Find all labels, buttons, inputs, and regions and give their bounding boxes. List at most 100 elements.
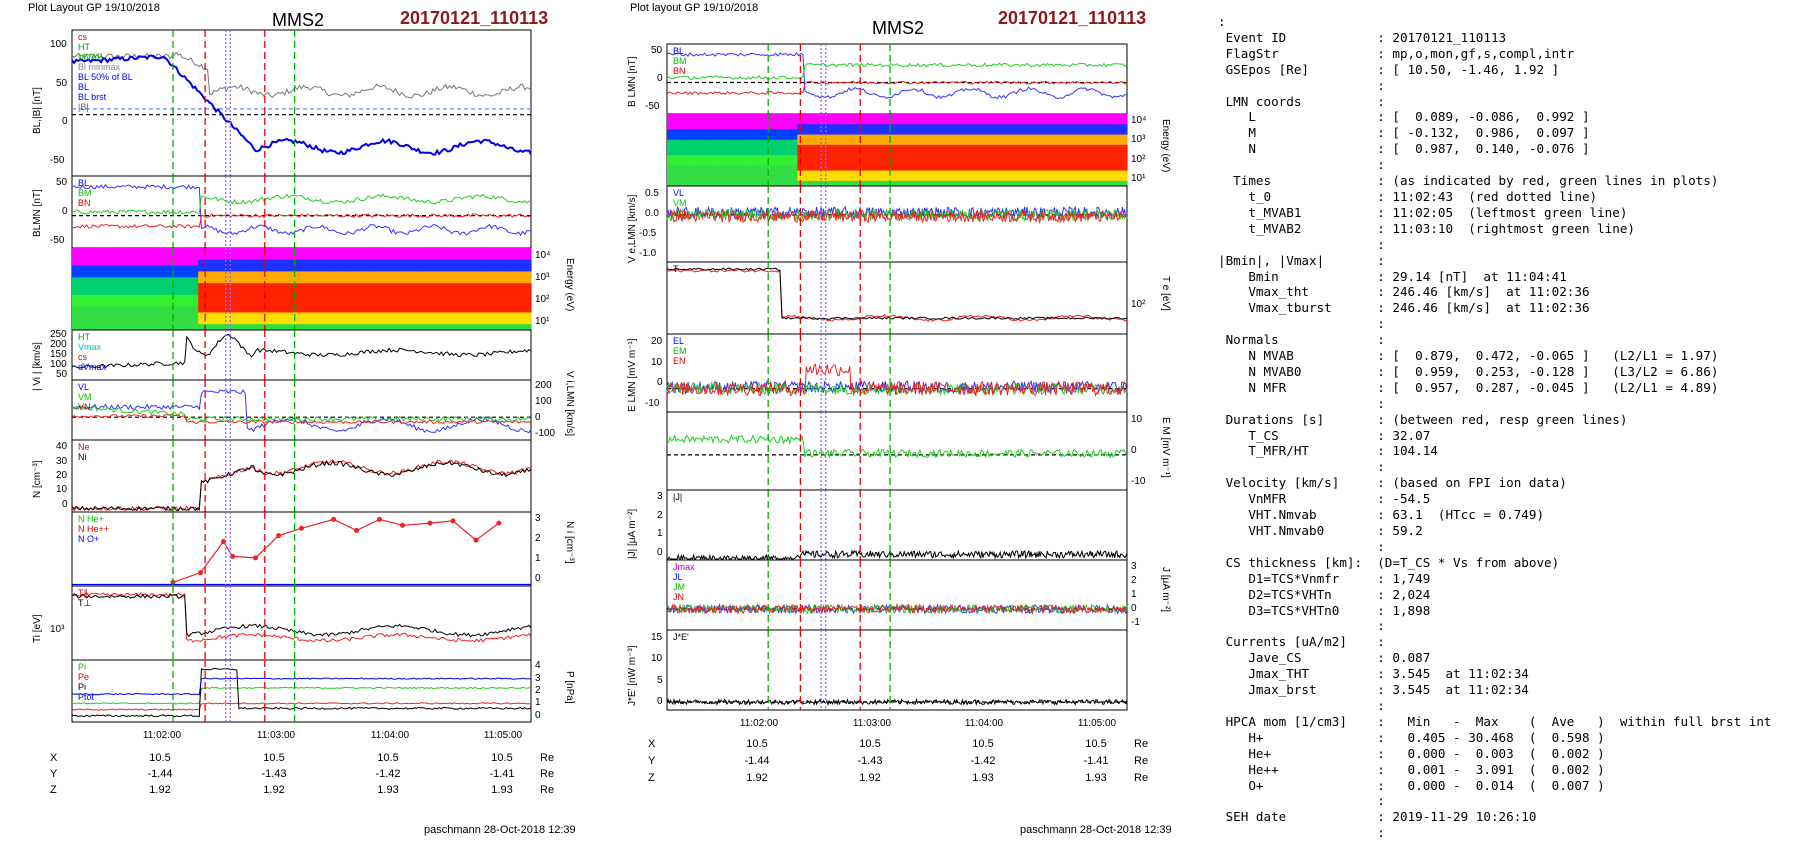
spectrogram-cell [343, 312, 348, 319]
spectrogram-cell [716, 155, 722, 161]
spectrogram-cell [378, 253, 383, 261]
pos-value: -1.41 [1083, 755, 1109, 767]
spectrogram-cell [747, 129, 752, 136]
spectrogram-cell [389, 277, 394, 284]
spectrogram-cell [797, 150, 802, 156]
spectrogram-cell [232, 253, 238, 261]
spectrogram-cell [739, 134, 745, 141]
right-ytick-label: 10¹ [1131, 172, 1146, 184]
spectrogram-cell [866, 150, 871, 156]
spectrogram-cell [774, 139, 779, 146]
spectrogram-cell [1119, 129, 1124, 136]
spectrogram-cell [766, 165, 772, 172]
spectrogram-cell [481, 259, 486, 267]
spectrogram-cell [670, 180, 676, 187]
spectrogram-cell [504, 271, 509, 278]
spectrogram-cell [747, 175, 752, 182]
spectrogram-cell [508, 318, 513, 325]
spectrogram-cell [140, 289, 146, 296]
spectrogram-cell [259, 306, 264, 314]
right-ytick-label: 0.5 [645, 187, 659, 199]
spectrogram-cell [1015, 150, 1021, 156]
spectrogram-cell [117, 265, 123, 273]
spectrogram-cell [427, 318, 433, 325]
spectrogram-cell [431, 253, 436, 261]
spectrogram-cell [190, 318, 195, 325]
spectrogram-cell [1023, 124, 1028, 131]
spectrogram-cell [171, 277, 176, 284]
spectrogram-cell [320, 318, 326, 325]
spectrogram-cell [217, 324, 222, 331]
spectrogram-cell [225, 248, 230, 255]
spectrogram-cell [678, 129, 683, 136]
spectrogram-cell [366, 259, 371, 267]
spectrogram-cell [862, 155, 867, 161]
spectrogram-cell [950, 124, 956, 131]
spectrogram-cell [316, 324, 322, 331]
spectrogram-cell [1069, 119, 1074, 125]
spectrogram-cell [770, 170, 775, 177]
spectrogram-cell [705, 170, 710, 177]
spectrogram-cell [381, 294, 387, 302]
spectrogram-cell [690, 170, 695, 177]
spectrogram-cell [1038, 129, 1044, 136]
spectrogram-cell [129, 271, 134, 278]
spectrogram-cell [75, 300, 81, 308]
spectrogram-cell [1088, 144, 1094, 151]
spectrogram-cell [335, 277, 341, 284]
spectrogram-cell [137, 283, 142, 290]
spectrogram-cell [110, 300, 115, 308]
spectrogram-cell [244, 289, 249, 296]
spectrogram-cell [874, 144, 879, 151]
spectrogram-cell [202, 259, 207, 267]
spectrogram-cell [511, 300, 517, 308]
spectrogram-cell [316, 248, 322, 255]
spectrogram-cell [469, 294, 475, 302]
spectrogram-cell [420, 318, 425, 325]
spectrogram-cell [992, 134, 998, 141]
spectrogram-cell [847, 144, 852, 151]
data-point [198, 570, 204, 576]
spectrogram-cell [958, 180, 963, 187]
spectrogram-cell [156, 300, 161, 308]
spectrogram-cell [1100, 129, 1105, 136]
left-xtick-label: 11:05:00 [483, 730, 523, 741]
spectrogram-cell [389, 253, 394, 261]
spectrogram-cell [412, 283, 417, 290]
spectrogram-cell [412, 294, 417, 302]
spectrogram-cell [1038, 175, 1044, 182]
spectrogram-cell [782, 144, 787, 151]
spectrogram-cell [958, 144, 963, 151]
spectrogram-cell [851, 119, 856, 125]
spectrogram-cell [851, 144, 856, 151]
left-y-axis-label: N [cm⁻³] [32, 460, 43, 499]
spectrogram-cell [985, 124, 990, 131]
data-point [450, 518, 456, 524]
left-ytick-label: 0 [535, 572, 541, 584]
spectrogram-cell [240, 248, 245, 255]
spectrogram-cell [939, 155, 944, 161]
spectrogram-cell [125, 277, 130, 284]
spectrogram-cell [1054, 119, 1059, 125]
spectrogram-cell [839, 114, 844, 120]
spectrogram-cell [904, 155, 910, 161]
spectrogram-cell [1000, 155, 1005, 161]
spectrogram-cell [225, 283, 230, 290]
spectrogram-cell [1119, 119, 1124, 125]
spectrogram-cell [667, 134, 672, 141]
spectrogram-cell [801, 170, 806, 177]
spectrogram-cell [713, 165, 718, 172]
spectrogram-cell [950, 170, 956, 177]
spectrogram-cell [1096, 124, 1101, 131]
spectrogram-cell [682, 144, 687, 151]
spectrogram-cell [1015, 134, 1021, 141]
spectrogram-cell [992, 180, 998, 187]
spectrogram-cell [446, 283, 452, 290]
spectrogram-cell [511, 253, 517, 261]
spectrogram-cell [785, 114, 791, 120]
spectrogram-cell [240, 259, 245, 267]
spectrogram-cell [385, 312, 391, 319]
spectrogram-cell [736, 170, 741, 177]
legend-entry: JM [673, 582, 685, 592]
spectrogram-cell [446, 271, 452, 278]
